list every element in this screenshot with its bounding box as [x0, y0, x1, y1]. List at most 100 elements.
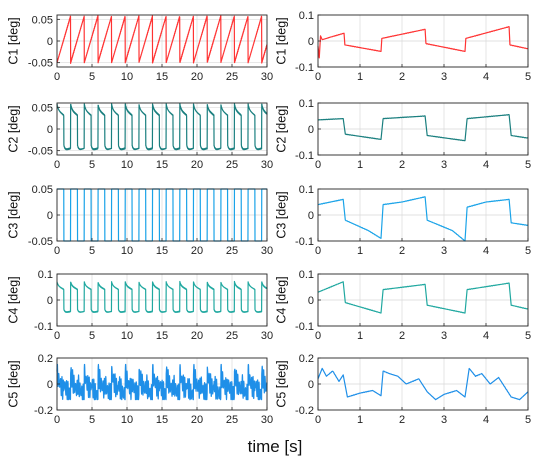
series-line [56, 14, 268, 64]
y-tick-label: 0 [308, 36, 314, 48]
x-tick-label: 4 [483, 330, 489, 342]
y-tick-label: -0.05 [28, 58, 53, 70]
y-axis-label: C2 [deg] [6, 105, 20, 152]
x-tick-label: 10 [121, 330, 133, 342]
y-tick-label: 0 [308, 379, 314, 391]
y-tick-label: 0.1 [38, 269, 53, 281]
y-tick-label: -0.1 [295, 236, 314, 248]
x-tick-label: 3 [441, 245, 447, 257]
chart-panel: 0 1 2 3 4 5-0.200.2C5 [deg] [274, 353, 531, 426]
series-line [317, 281, 529, 314]
x-tick-label: 5 [89, 330, 95, 342]
y-tick-label: -0.1 [295, 62, 314, 74]
x-tick-label: 0 [54, 159, 60, 171]
y-tick-label: 0 [47, 124, 53, 136]
y-axis-label: C3 [deg] [6, 191, 20, 238]
x-tick-label: 2 [399, 159, 405, 171]
x-tick-label: 10 [121, 71, 133, 83]
x-tick-label: 4 [483, 414, 489, 426]
y-axis-label: C1 [deg] [274, 17, 288, 64]
y-tick-label: 0 [47, 36, 53, 48]
x-tick-label: 0 [54, 330, 60, 342]
x-tick-label: 15 [156, 71, 168, 83]
x-tick-label: 25 [226, 245, 238, 257]
y-tick-label: 0.2 [38, 353, 53, 365]
x-tick-label: 0 [315, 414, 321, 426]
x-axis-label: time [s] [247, 437, 303, 456]
x-tick-label: 25 [226, 71, 238, 83]
x-tick-label: 1 [357, 71, 363, 83]
y-tick-label: 0.1 [299, 184, 314, 196]
x-tick-label: 4 [483, 159, 489, 171]
x-tick-label: 15 [156, 330, 168, 342]
y-tick-label: 0 [308, 124, 314, 136]
x-tick-label: 20 [191, 71, 203, 83]
chart-panel: 0 1 2 3 4 5-0.100.1C4 [deg] [274, 269, 531, 342]
x-tick-label: 5 [525, 71, 531, 83]
y-tick-label: -0.1 [34, 321, 53, 333]
series-line [317, 196, 529, 242]
x-tick-label: 0 [315, 245, 321, 257]
x-tick-label: 5 [89, 71, 95, 83]
y-tick-label: 0 [308, 210, 314, 222]
y-tick-label: 0.1 [299, 269, 314, 281]
y-tick-label: 0.1 [299, 98, 314, 110]
y-tick-label: 0 [47, 379, 53, 391]
y-tick-label: -0.2 [295, 405, 314, 417]
x-tick-label: 30 [261, 414, 273, 426]
y-axis-label: C2 [deg] [274, 105, 288, 152]
y-tick-label: -0.2 [34, 405, 53, 417]
x-tick-label: 10 [121, 245, 133, 257]
x-tick-label: 3 [441, 71, 447, 83]
x-tick-label: 5 [525, 245, 531, 257]
x-tick-label: 5 [525, 414, 531, 426]
series-line [56, 280, 268, 313]
y-axis-label: C5 [deg] [274, 360, 288, 407]
y-tick-label: 0 [308, 295, 314, 307]
y-tick-label: -0.1 [295, 321, 314, 333]
x-tick-label: 0 [54, 71, 60, 83]
x-tick-label: 30 [261, 159, 273, 171]
y-axis-label: C1 [deg] [6, 17, 20, 64]
x-tick-label: 3 [441, 330, 447, 342]
x-tick-label: 2 [399, 245, 405, 257]
x-tick-label: 5 [525, 159, 531, 171]
series-line [317, 114, 529, 142]
x-tick-label: 4 [483, 245, 489, 257]
x-tick-label: 15 [156, 245, 168, 257]
x-tick-label: 1 [357, 330, 363, 342]
x-tick-label: 30 [261, 245, 273, 257]
y-axis-label: C4 [deg] [274, 276, 288, 323]
y-tick-label: 0.1 [299, 10, 314, 22]
chart-panel: 0 1 2 3 4 5-0.100.1C2 [deg] [274, 98, 531, 171]
y-tick-label: 0.05 [32, 102, 53, 114]
x-tick-label: 25 [226, 330, 238, 342]
y-tick-label: -0.05 [28, 236, 53, 248]
x-tick-label: 15 [156, 414, 168, 426]
x-tick-label: 0 [315, 330, 321, 342]
x-tick-label: 2 [399, 414, 405, 426]
x-tick-label: 20 [191, 414, 203, 426]
x-tick-label: 25 [226, 414, 238, 426]
series-line [56, 363, 268, 401]
x-tick-label: 20 [191, 330, 203, 342]
x-tick-label: 4 [483, 71, 489, 83]
x-tick-label: 5 [525, 330, 531, 342]
x-tick-label: 0 [315, 71, 321, 83]
x-tick-label: 3 [441, 414, 447, 426]
chart-panel: 0 1 2 3 4 5-0.100.1C3 [deg] [274, 184, 531, 257]
x-tick-label: 2 [399, 330, 405, 342]
x-tick-label: 1 [357, 159, 363, 171]
x-tick-label: 10 [121, 159, 133, 171]
x-tick-label: 5 [89, 159, 95, 171]
x-tick-label: 0 [54, 245, 60, 257]
y-tick-label: -0.05 [28, 146, 53, 158]
x-tick-label: 5 [89, 414, 95, 426]
x-tick-label: 10 [121, 414, 133, 426]
x-tick-label: 0 [54, 414, 60, 426]
x-tick-label: 0 [315, 159, 321, 171]
series-line [317, 26, 529, 59]
